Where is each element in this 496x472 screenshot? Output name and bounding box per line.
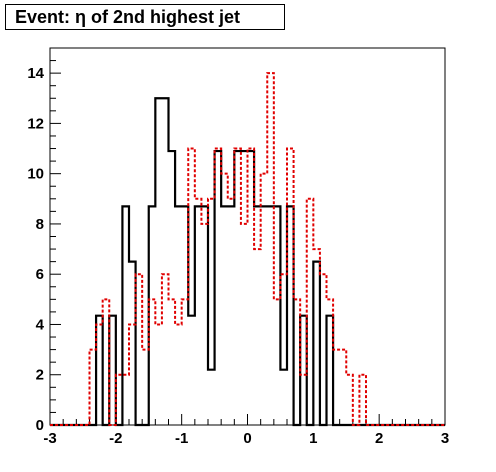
x-tick-label: -3 <box>43 430 56 447</box>
x-tick-label: -1 <box>175 430 188 447</box>
y-tick-label: 6 <box>36 266 44 283</box>
x-tick-label: 3 <box>441 430 449 447</box>
series-solid-black <box>50 97 445 427</box>
series-dashed-red <box>50 72 445 426</box>
y-tick-label: 10 <box>27 166 44 183</box>
histogram-series <box>50 72 445 427</box>
x-tick-label: -2 <box>109 430 122 447</box>
y-tick-label: 8 <box>36 216 44 233</box>
y-tick-label: 14 <box>27 65 44 82</box>
chart-title: Event: η of 2nd highest jet <box>5 4 285 30</box>
x-tick-label: 0 <box>243 430 251 447</box>
y-tick-label: 12 <box>27 115 44 132</box>
y-tick-label: 2 <box>36 367 44 384</box>
x-tick-label: 2 <box>375 430 383 447</box>
x-tick-label: 1 <box>309 430 317 447</box>
y-tick-label: 0 <box>36 417 44 434</box>
y-tick-label: 4 <box>36 316 45 333</box>
